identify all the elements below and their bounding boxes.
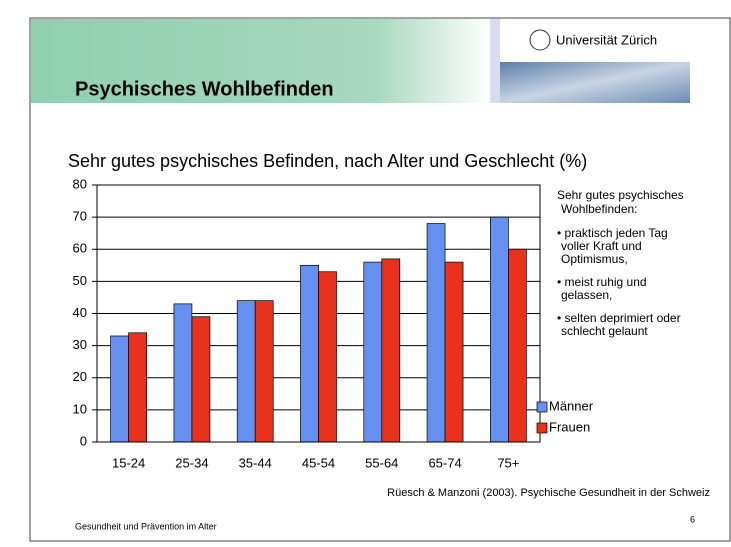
bar [128, 332, 147, 443]
x-tick-label: 15-24 [112, 455, 145, 470]
bar [318, 271, 337, 443]
bar [173, 303, 193, 443]
bar [490, 216, 509, 443]
bar [191, 316, 211, 443]
bar [300, 264, 319, 443]
x-tick-label: 55-64 [365, 455, 398, 470]
note-heading: Sehr gutes psychisches [557, 188, 684, 202]
bar [444, 261, 464, 443]
y-tick-label: 0 [80, 433, 87, 448]
footer: Gesundheit und Prävention im Alter [75, 521, 217, 531]
note-item: Optimismus, [561, 252, 628, 266]
bar [110, 335, 129, 443]
bar [508, 248, 527, 443]
legend-swatch [536, 422, 548, 434]
legend-label: Männer [549, 398, 594, 413]
y-tick-label: 30 [73, 337, 87, 352]
source: Rüesch & Manzoni (2003). Psychische Gesu… [387, 487, 710, 499]
y-tick-label: 50 [73, 273, 87, 288]
legend-swatch [536, 401, 548, 413]
bar [254, 300, 274, 443]
x-tick-label: 65-74 [428, 455, 461, 470]
x-tick-label: 75+ [497, 455, 519, 470]
x-tick-label: 25-34 [175, 455, 208, 470]
logo-seal [529, 29, 551, 51]
slide-frame [29, 17, 731, 542]
note-heading: Wohlbefinden: [561, 202, 638, 216]
legend-label: Frauen [549, 419, 590, 434]
y-tick-label: 10 [73, 401, 87, 416]
note-item: • praktisch jeden Tag [557, 226, 668, 240]
chart-title: Sehr gutes psychisches Befinden, nach Al… [68, 151, 587, 171]
bar [236, 300, 256, 443]
slide-title: Psychisches Wohlbefinden [75, 78, 334, 100]
y-tick-label: 80 [73, 176, 87, 191]
logo-text: Universität Zürich [556, 32, 657, 47]
x-tick-label: 35-44 [239, 455, 272, 470]
plot-frame [96, 184, 541, 443]
note-item: schlecht gelaunt [561, 324, 648, 338]
y-tick-label: 20 [73, 369, 87, 384]
y-tick-label: 70 [73, 209, 87, 224]
page-number: 6 [690, 514, 695, 524]
bar [363, 261, 383, 443]
header-image [500, 62, 690, 103]
note-item: gelassen, [561, 288, 612, 302]
y-tick-label: 60 [73, 241, 87, 256]
note-item: • meist ruhig und [557, 275, 647, 289]
note-item: voller Kraft und [561, 239, 642, 253]
bar [426, 223, 446, 443]
y-tick-label: 40 [73, 305, 87, 320]
header-band [31, 19, 491, 103]
bar [381, 258, 401, 443]
note-item: • selten deprimiert oder [557, 311, 681, 325]
x-tick-label: 45-54 [302, 455, 335, 470]
header-strip [490, 19, 500, 103]
